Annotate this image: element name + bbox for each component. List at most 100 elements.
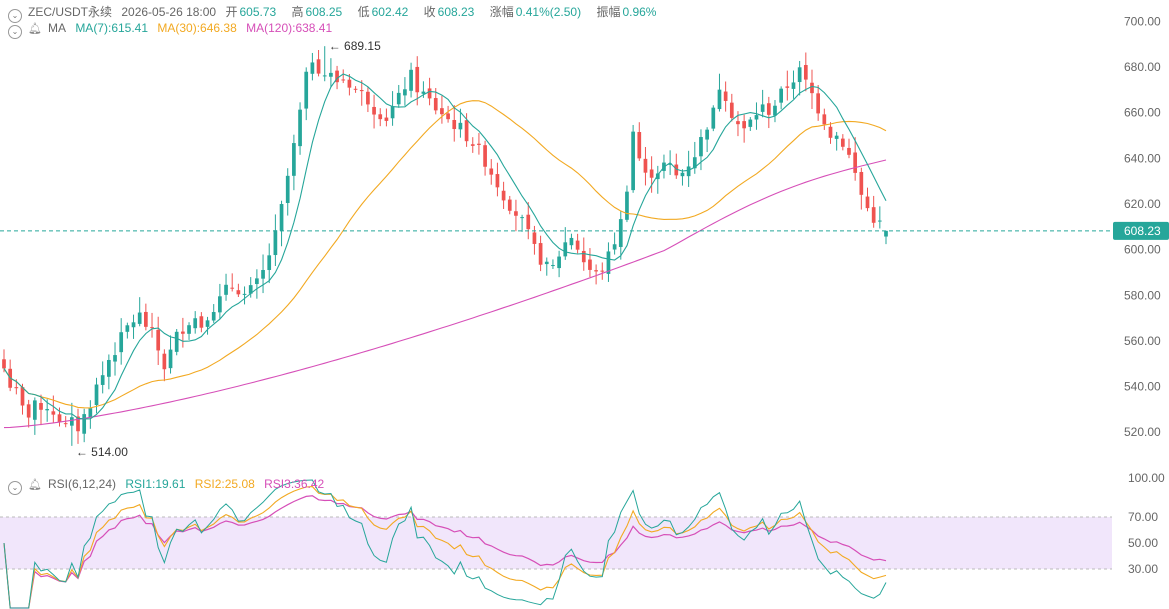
candle-body — [45, 409, 50, 411]
ma120-line — [3, 159, 887, 429]
price-axis-tick: 560.00 — [1124, 334, 1161, 348]
bell-icon[interactable]: 🔔︎ — [28, 23, 42, 35]
candle-body — [2, 359, 6, 369]
candle-body — [224, 284, 228, 295]
candle-body — [871, 207, 876, 223]
price-axis-tick: 700.00 — [1124, 14, 1161, 28]
candle-body — [705, 129, 709, 140]
candle-body — [865, 196, 870, 209]
candle-body — [606, 251, 611, 274]
candle-body — [581, 250, 586, 263]
candle-body — [458, 122, 463, 130]
candle-body — [754, 115, 759, 120]
candle-body — [168, 349, 173, 369]
datetime-label: 2026-05-26 18:00 — [121, 5, 217, 19]
candle-body — [341, 79, 346, 81]
candle-body — [32, 400, 37, 420]
rsi2-line — [3, 486, 887, 609]
rsi2-legend: RSI2:25.08 — [194, 477, 255, 491]
candle-body — [329, 72, 333, 77]
rsi-axis-tick: 70.00 — [1128, 510, 1158, 524]
candle-body — [107, 359, 111, 377]
rsi1-legend: RSI1:19.61 — [125, 477, 186, 491]
candle-body — [14, 387, 19, 389]
candle-body — [618, 219, 623, 247]
candle-body — [483, 145, 487, 167]
candle-body — [477, 143, 481, 145]
candle-body — [76, 416, 80, 432]
candle-body — [649, 169, 654, 178]
candle-body — [532, 232, 537, 244]
last-price-tag — [1113, 221, 1169, 240]
bell-icon[interactable]: 🔔︎ — [28, 479, 42, 491]
candle-body — [520, 217, 524, 219]
candle-body — [797, 67, 802, 83]
ma7-line — [3, 73, 887, 420]
candle-body — [803, 65, 808, 80]
collapse-chevron-icon[interactable]: ⌄ — [8, 481, 22, 495]
rsi-band — [0, 517, 1112, 569]
symbol-label: ZEC/USDT永续 — [28, 5, 113, 19]
ma30-legend: MA(30):646.38 — [157, 21, 237, 35]
candle-body — [668, 163, 672, 165]
candle-body — [828, 126, 833, 138]
candle-body — [760, 104, 765, 112]
candle-body — [372, 106, 376, 115]
amplitude-label: 振幅 0.96% — [596, 5, 657, 19]
collapse-chevron-icon[interactable]: ⌄ — [8, 9, 22, 23]
candle-body — [193, 318, 198, 329]
candle-body — [415, 66, 420, 93]
candle-body — [427, 88, 432, 99]
candle-body — [655, 173, 660, 180]
candle-body — [699, 137, 703, 157]
ma120-legend: MA(120):638.41 — [246, 21, 333, 35]
candle-body — [347, 79, 352, 88]
candle-body — [113, 355, 117, 362]
candle-body — [150, 327, 154, 329]
candle-body — [551, 265, 555, 267]
candle-body — [26, 404, 31, 418]
candle-body — [57, 414, 62, 423]
open-label: 开 605.73 — [225, 5, 277, 19]
candle-body — [631, 131, 635, 191]
candle-body — [489, 168, 494, 175]
close-label: 收 608.23 — [423, 5, 475, 19]
candle-body — [557, 256, 561, 269]
candle-body — [748, 119, 753, 127]
candle-body — [218, 296, 222, 313]
candle-body — [88, 408, 93, 418]
candle-body — [119, 332, 124, 353]
candle-body — [279, 204, 284, 231]
candle-body — [600, 270, 605, 272]
candle-body — [94, 384, 99, 406]
candle-body — [205, 320, 210, 327]
rsi-axis-tick: 30.00 — [1128, 562, 1158, 576]
price-axis-tick: 660.00 — [1124, 106, 1161, 120]
candle-body — [230, 287, 235, 289]
candle-body — [366, 91, 370, 105]
candle-body — [378, 114, 383, 120]
candle-body — [403, 89, 407, 96]
candle-body — [884, 230, 888, 237]
candle-body — [840, 138, 845, 147]
candle-body — [507, 199, 512, 211]
candle-body — [859, 171, 864, 195]
price-axis-tick: 520.00 — [1124, 425, 1161, 439]
candle-body — [409, 69, 413, 91]
candle-body — [440, 108, 444, 115]
candle-body — [470, 144, 475, 146]
candle-body — [156, 329, 161, 351]
candle-body — [137, 312, 142, 324]
price-axis-tick: 640.00 — [1124, 151, 1161, 165]
candle-body — [144, 311, 148, 327]
candle-body — [51, 411, 56, 415]
price-axis-tick: 600.00 — [1124, 243, 1161, 257]
collapse-chevron-icon[interactable]: ⌄ — [8, 25, 22, 39]
candle-body — [353, 88, 358, 90]
candle-body — [100, 375, 105, 385]
candle-body — [20, 387, 25, 406]
candle-body — [292, 143, 296, 176]
low-label: 低 602.42 — [357, 5, 409, 19]
candle-body — [69, 417, 74, 426]
